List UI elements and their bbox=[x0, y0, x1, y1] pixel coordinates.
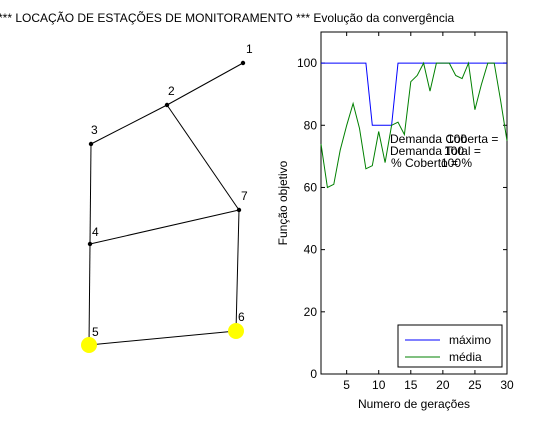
node-label-3: 3 bbox=[91, 123, 98, 137]
node-4 bbox=[87, 241, 93, 247]
y-tick-label: 0 bbox=[310, 367, 317, 381]
station-marker-5 bbox=[81, 337, 97, 353]
y-tick-label: 100 bbox=[297, 56, 317, 70]
series-line-media bbox=[320, 61, 508, 189]
x-tick-label: 25 bbox=[468, 378, 482, 392]
annotation-text: % Coberto = % bbox=[391, 156, 472, 170]
node-3 bbox=[88, 141, 94, 147]
y-tick-label: 40 bbox=[304, 243, 318, 257]
node-7 bbox=[236, 207, 242, 213]
node-label-5: 5 bbox=[92, 325, 99, 339]
node-1 bbox=[240, 60, 246, 66]
legend: máximo média bbox=[397, 324, 503, 368]
x-tick-label: 10 bbox=[372, 378, 386, 392]
y-tick-label: 60 bbox=[304, 180, 318, 194]
network-diagram: 1 2 3 4 5 6 7 bbox=[81, 42, 253, 353]
annotation-text: 100 bbox=[447, 132, 467, 146]
node-label-6: 6 bbox=[238, 310, 245, 324]
edge-4-5 bbox=[88, 243, 91, 346]
y-tick-label: 20 bbox=[304, 305, 318, 319]
node-label-2: 2 bbox=[168, 84, 175, 98]
x-tick-label: 5 bbox=[343, 378, 350, 392]
node-label-1: 1 bbox=[246, 42, 253, 56]
annotation-text: 100 bbox=[441, 156, 461, 170]
edge-7-6 bbox=[235, 209, 240, 332]
node-label-4: 4 bbox=[92, 225, 99, 239]
annotation-text: Demanda Coberta = bbox=[390, 132, 498, 146]
x-tick-label: 30 bbox=[500, 378, 514, 392]
legend-label: média bbox=[449, 350, 482, 364]
convergence-chart: 5 10 15 20 25 30 0 20 40 60 80 100 Demanda Coberta … bbox=[276, 31, 514, 411]
edge-2-3 bbox=[90, 104, 168, 145]
node-label-7: 7 bbox=[241, 189, 248, 203]
edge-3-4 bbox=[89, 143, 92, 245]
edge-2-7 bbox=[166, 104, 240, 211]
annotation-text: 100 bbox=[444, 144, 464, 158]
series-group bbox=[320, 61, 508, 189]
axis-ticks: 5 10 15 20 25 30 0 20 40 60 80 100 bbox=[297, 32, 514, 392]
legend-label: máximo bbox=[449, 333, 491, 347]
node-2 bbox=[164, 102, 170, 108]
y-tick-label: 80 bbox=[304, 118, 318, 132]
annotation-text: Demanda Total = bbox=[390, 144, 481, 158]
station-marker-6 bbox=[228, 323, 244, 339]
edge-4-7 bbox=[89, 209, 240, 245]
edge-5-6 bbox=[88, 330, 237, 346]
x-tick-label: 20 bbox=[436, 378, 450, 392]
plot-area bbox=[320, 31, 508, 375]
legend-box bbox=[397, 324, 503, 368]
figure-title: *** LOCAÇÃO DE ESTAÇÕES DE MONITORAMENTO… bbox=[0, 10, 454, 25]
series-line-maximo bbox=[321, 62, 507, 126]
x-axis-label: Numero de gerações bbox=[358, 397, 470, 411]
edge-1-2 bbox=[166, 62, 244, 106]
y-axis-label: Função objetivo bbox=[276, 160, 290, 245]
annotation-group: Demanda Coberta =Demanda Total =% Cobert… bbox=[390, 132, 498, 170]
x-tick-label: 15 bbox=[404, 378, 418, 392]
